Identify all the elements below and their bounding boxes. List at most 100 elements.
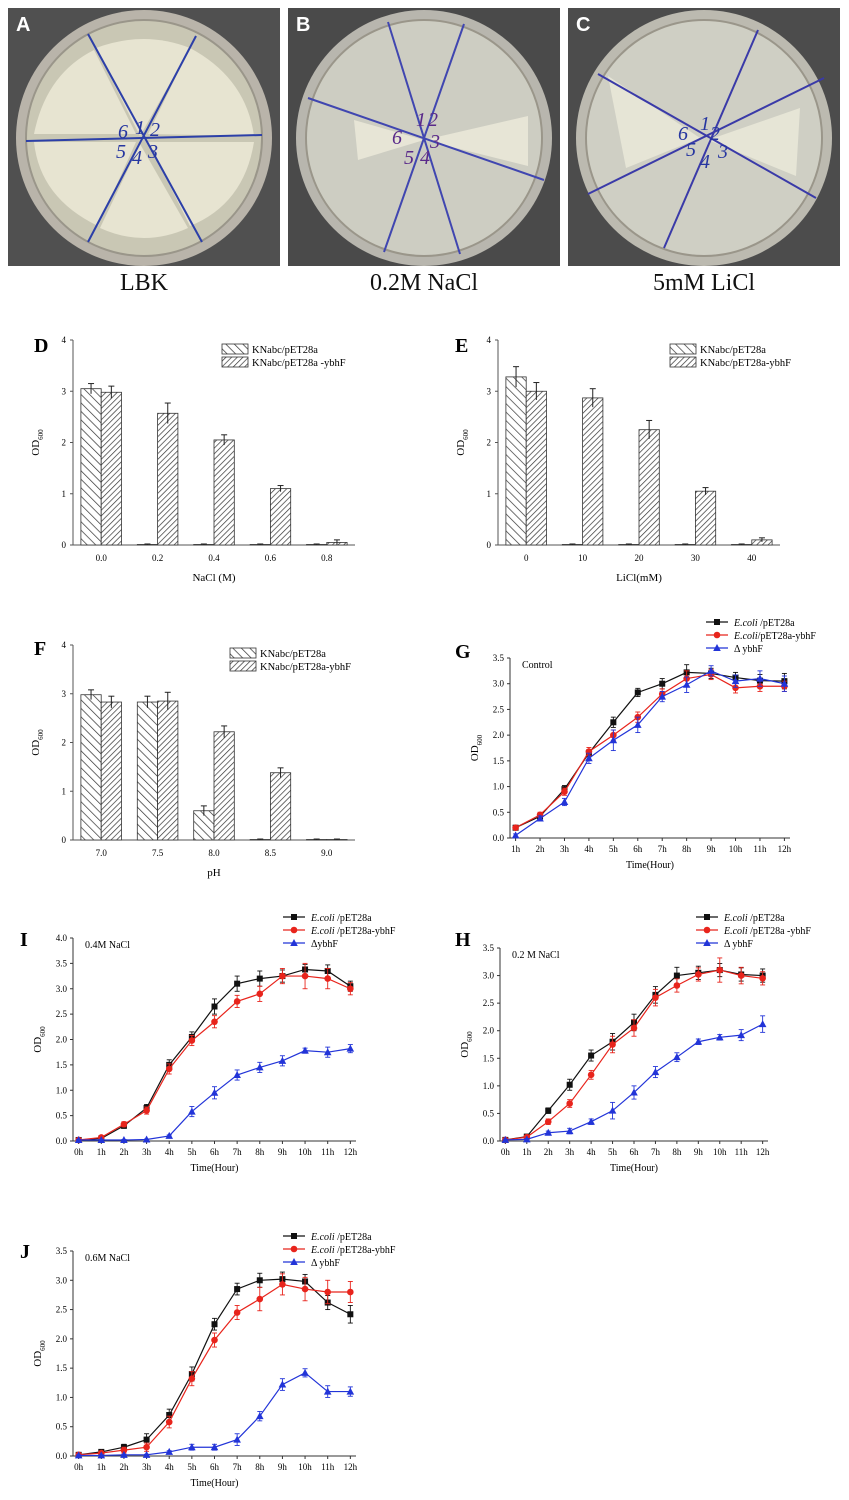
sector-label: 4 bbox=[132, 147, 142, 169]
panel-letter: J bbox=[20, 1241, 30, 1263]
data-point bbox=[715, 1033, 724, 1041]
condition-annotation: 0.6M NaCl bbox=[85, 1253, 130, 1264]
x-tick-label: 6h bbox=[633, 844, 643, 854]
y-tick-label: 0.5 bbox=[56, 1111, 68, 1121]
y-tick-label: 2 bbox=[62, 438, 67, 448]
y-tick-label: 3.5 bbox=[56, 958, 68, 968]
y-tick-label: 0.0 bbox=[56, 1136, 68, 1146]
legend-label: Δ ybhF bbox=[311, 1258, 340, 1269]
plate-photo-c: 1 2 3 4 5 6 bbox=[568, 8, 840, 266]
data-point bbox=[501, 1135, 510, 1143]
y-tick-label: 3.0 bbox=[56, 984, 68, 994]
bar-chart-d: D 0 1 2 3 4 0.0 0.2 0.4 0.6 0.8 NaCl (M) OD600 KNabc/… bbox=[30, 335, 355, 584]
data-point bbox=[566, 1100, 573, 1107]
series-line bbox=[505, 1023, 763, 1141]
data-point bbox=[323, 1048, 332, 1056]
x-tick-label: 1h bbox=[97, 1462, 107, 1472]
sector-lines bbox=[307, 21, 545, 255]
x-tick-label: 11h bbox=[753, 844, 767, 854]
plate-caption: 5mM LiCl bbox=[652, 270, 755, 296]
data-point bbox=[211, 1321, 218, 1328]
series-line bbox=[78, 1278, 351, 1456]
x-tick-label: 1h bbox=[511, 844, 521, 854]
x-tick-label: 2h bbox=[536, 844, 546, 854]
data-point bbox=[290, 1245, 298, 1253]
data-point bbox=[233, 1435, 241, 1443]
x-tick-label: 4h bbox=[165, 1147, 175, 1157]
sector-label: 4 bbox=[420, 147, 430, 169]
legend-label: E.coli /pET28a bbox=[733, 618, 795, 629]
x-tick-label: 3h bbox=[142, 1462, 152, 1472]
x-tick-label: 11h bbox=[321, 1462, 335, 1472]
y-tick-label: 0.5 bbox=[483, 1108, 495, 1118]
series-line bbox=[505, 969, 763, 1141]
legend-swatch bbox=[221, 343, 249, 355]
data-point bbox=[716, 966, 724, 974]
data-point bbox=[255, 1063, 264, 1071]
bar bbox=[136, 701, 159, 841]
sector-label: 3 bbox=[717, 141, 728, 163]
data-point bbox=[651, 1068, 660, 1076]
y-tick-label: 0.0 bbox=[56, 1451, 68, 1461]
y-tick-label: 1.0 bbox=[56, 1392, 68, 1402]
x-axis-label: Time(Hour) bbox=[626, 860, 674, 871]
y-tick-label: 2.5 bbox=[493, 704, 505, 714]
bar bbox=[213, 439, 235, 546]
data-point bbox=[780, 679, 789, 687]
x-tick-label: 5h bbox=[187, 1462, 197, 1472]
data-point bbox=[290, 939, 298, 946]
x-tick-label: 0h bbox=[501, 1147, 511, 1157]
y-axis-label: OD600 bbox=[469, 734, 484, 761]
data-point bbox=[633, 720, 642, 728]
data-point bbox=[585, 754, 593, 762]
data-point bbox=[234, 980, 241, 987]
x-tick-label: 2h bbox=[544, 1147, 554, 1157]
data-point bbox=[324, 1288, 332, 1296]
data-point bbox=[188, 1375, 196, 1382]
data-point bbox=[188, 1107, 196, 1115]
legend-swatch bbox=[229, 660, 257, 672]
x-axis-label: LiCl(mM) bbox=[616, 572, 662, 584]
legend-swatch bbox=[229, 647, 257, 659]
x-tick-label: 40 bbox=[747, 553, 757, 563]
data-point bbox=[120, 1120, 128, 1128]
data-point bbox=[609, 736, 618, 744]
legend-label: KNabc/pET28a bbox=[252, 345, 318, 356]
bar bbox=[525, 390, 547, 546]
data-point bbox=[695, 971, 702, 978]
y-tick-label: 3.0 bbox=[483, 971, 495, 981]
x-tick-label: 8.0 bbox=[208, 848, 220, 858]
y-tick-label: 0.0 bbox=[483, 1136, 495, 1146]
panel-letter: A bbox=[16, 14, 31, 36]
panel-letter: H bbox=[455, 929, 471, 951]
x-tick-label: 30 bbox=[691, 553, 701, 563]
legend-label: KNabc/pET28a bbox=[700, 345, 766, 356]
x-axis-label: Time(Hour) bbox=[610, 1163, 658, 1174]
y-axis-label: OD600 bbox=[459, 1031, 474, 1058]
data-point bbox=[324, 975, 332, 982]
line-chart-j: J 0.0 0.5 1.0 1.5 2.0 2.5 3.0 3.5 0h 1h 2h 3h 4h 5h 6h 7… bbox=[20, 1232, 396, 1489]
y-axis-label: OD600 bbox=[32, 1026, 47, 1053]
data-point bbox=[713, 644, 721, 651]
y-tick-label: 2.0 bbox=[483, 1026, 495, 1036]
x-tick-label: 11h bbox=[321, 1147, 335, 1157]
legend-label: E.coli /pET28a-ybhF bbox=[310, 926, 396, 937]
legend-label: KNabc/pET28a bbox=[260, 649, 326, 660]
data-point bbox=[673, 1053, 681, 1061]
bar bbox=[695, 490, 717, 546]
y-tick-label: 1 bbox=[487, 489, 492, 499]
series-line bbox=[515, 671, 785, 829]
data-point bbox=[714, 619, 720, 625]
x-tick-label: 8h bbox=[682, 844, 692, 854]
panel-letter: G bbox=[455, 641, 471, 663]
data-point bbox=[758, 1020, 767, 1028]
data-point bbox=[707, 666, 715, 674]
condition-annotation: 0.4M NaCl bbox=[85, 940, 130, 951]
y-tick-label: 3.5 bbox=[493, 653, 505, 663]
data-point bbox=[301, 1046, 309, 1054]
x-tick-label: 8h bbox=[672, 1147, 682, 1157]
data-point bbox=[278, 1380, 287, 1388]
data-point bbox=[346, 1044, 355, 1052]
sector-label: 6 bbox=[392, 127, 402, 149]
y-tick-label: 3.0 bbox=[56, 1275, 68, 1285]
